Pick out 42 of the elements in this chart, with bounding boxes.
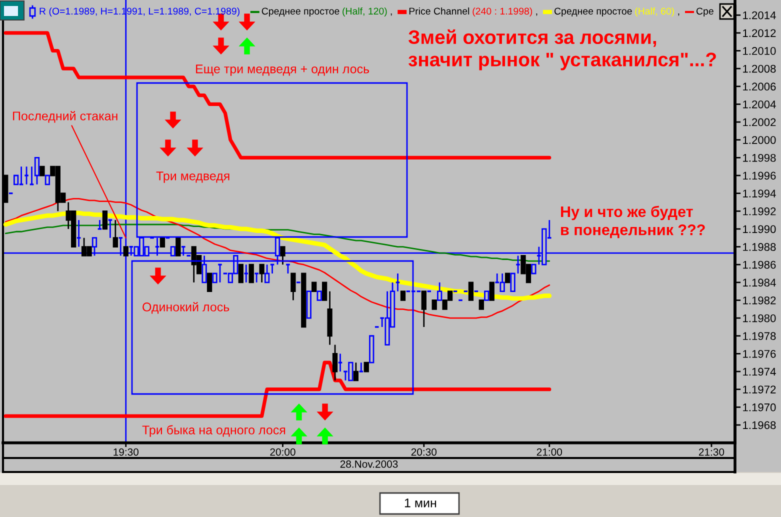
- y-tick-label: 1.2012: [743, 29, 776, 38]
- x-tick-label: 20:30: [411, 448, 437, 456]
- y-tick-label: 1.1986: [743, 260, 776, 269]
- y-tick-label: 1.2000: [743, 136, 776, 144]
- y-tick-label: 1.1968: [743, 421, 776, 430]
- y-tick-label: 1.2002: [743, 118, 776, 126]
- legend-label: Среднее простое (Half, 120) ,: [262, 7, 392, 17]
- legend-label: Price Channel (240 : 1.1998) ,: [409, 7, 538, 17]
- annotation: Три медведя: [156, 172, 230, 183]
- y-tick-label: 1.2008: [743, 64, 776, 73]
- y-tick-label: 1.1972: [743, 386, 776, 394]
- y-tick-label: 1.2006: [743, 82, 776, 91]
- y-tick-label: 1.1998: [743, 154, 776, 162]
- y-tick-label: 1.2004: [743, 100, 776, 108]
- annotation: Ну и что же будет в понедельник ???: [561, 206, 705, 238]
- y-tick-label: 1.1984: [743, 278, 776, 287]
- x-axis-title: 28.Nov.2003: [340, 460, 398, 468]
- y-tick-label: 1.1976: [743, 350, 776, 358]
- annotation: Еще три медведя + один лось: [196, 64, 370, 76]
- annotation: Три быка на одного лося: [142, 425, 286, 437]
- y-tick-label: 1.1994: [743, 190, 776, 198]
- annotation: Змей охотится за лосями, значит рынок " устаканился"...?: [408, 29, 716, 70]
- y-tick-label: 1.1974: [743, 368, 776, 376]
- x-tick-label: 21:00: [536, 448, 562, 456]
- y-tick-label: 1.1996: [743, 172, 776, 180]
- y-tick-label: 1.1970: [743, 403, 776, 412]
- y-tick-label: 1.1982: [743, 296, 776, 304]
- x-tick-label: 19:30: [114, 448, 138, 456]
- annotation: Одинокий лось: [142, 302, 230, 314]
- legend-label: Среднее простое (Half, 60) ,: [554, 7, 680, 17]
- text: 1 мин: [404, 498, 436, 508]
- y-tick-label: 1.2014: [743, 11, 776, 20]
- y-tick-label: 1.1992: [743, 207, 776, 216]
- x-tick-label: 21:30: [698, 448, 724, 456]
- y-tick-label: 1.1978: [743, 332, 776, 340]
- legend-label: Сре: [696, 8, 714, 17]
- y-tick-label: 1.1980: [743, 314, 776, 322]
- y-tick-label: 1.2010: [743, 47, 776, 55]
- y-tick-label: 1.1990: [743, 225, 776, 234]
- y-tick-label: 1.1988: [743, 243, 776, 251]
- x-tick-label: 20:00: [270, 448, 296, 456]
- annotation: Последний стакан: [13, 111, 118, 123]
